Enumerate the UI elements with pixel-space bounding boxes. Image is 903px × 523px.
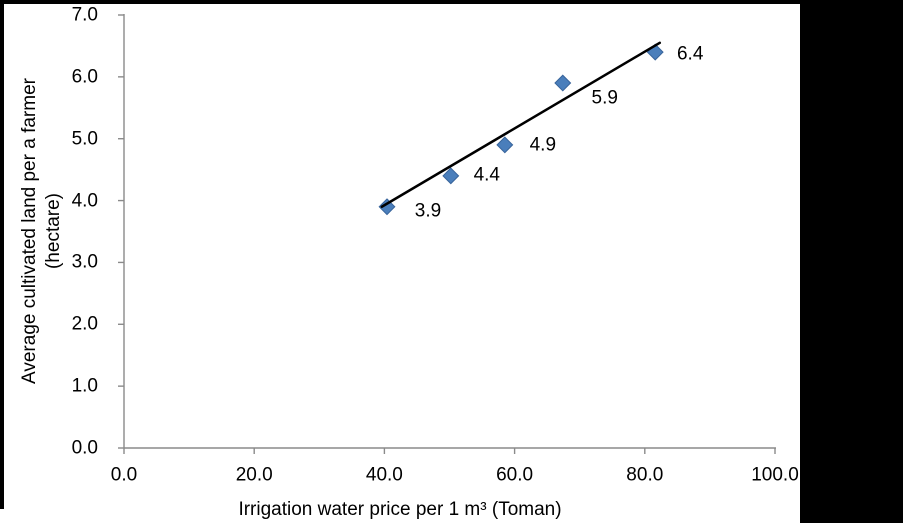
data-point-label: 3.9	[414, 200, 442, 222]
x-tick-label: 20.0	[235, 464, 273, 486]
trendline	[380, 41, 662, 209]
data-point-label: 4.9	[529, 134, 557, 156]
x-tick-label: 100.0	[751, 464, 799, 486]
y-tick-label: 4.0	[71, 190, 98, 212]
data-point-diamond	[442, 167, 460, 185]
y-axis-title-line2: (hectare)	[43, 192, 64, 270]
data-point-diamond	[378, 198, 396, 216]
y-tick-label: 6.0	[71, 66, 98, 88]
data-point-diamond	[496, 136, 514, 154]
y-tick-label: 2.0	[71, 313, 98, 335]
data-point-label: 4.4	[473, 164, 501, 186]
black-border-left	[0, 0, 4, 509]
x-tick-label: 40.0	[365, 464, 403, 486]
black-border-top	[0, 0, 903, 4]
y-tick-label: 7.0	[71, 4, 98, 26]
axes-layer	[118, 14, 776, 454]
black-panel-right	[800, 0, 903, 523]
y-tick-label: 0.0	[71, 437, 98, 459]
y-tick-label: 3.0	[71, 251, 98, 273]
data-point-label: 6.4	[676, 43, 704, 65]
data-point-label: 5.9	[591, 87, 618, 109]
y-axis-title-line1: Average cultivated land per a farmer	[19, 78, 40, 384]
y-axis-title: Average cultivated land per a farmer (he…	[18, 11, 66, 451]
y-tick-label: 5.0	[71, 128, 98, 150]
x-tick-label: 80.0	[626, 464, 664, 486]
trendline-layer	[380, 41, 662, 209]
x-tick-label: 0.0	[110, 464, 138, 486]
marker-layer	[378, 43, 664, 216]
x-axis-title: Irrigation water price per 1 m³ (Toman)	[238, 499, 562, 520]
data-point-diamond	[554, 74, 572, 92]
x-tick-label: 60.0	[496, 464, 534, 486]
y-tick-label: 1.0	[71, 375, 98, 397]
